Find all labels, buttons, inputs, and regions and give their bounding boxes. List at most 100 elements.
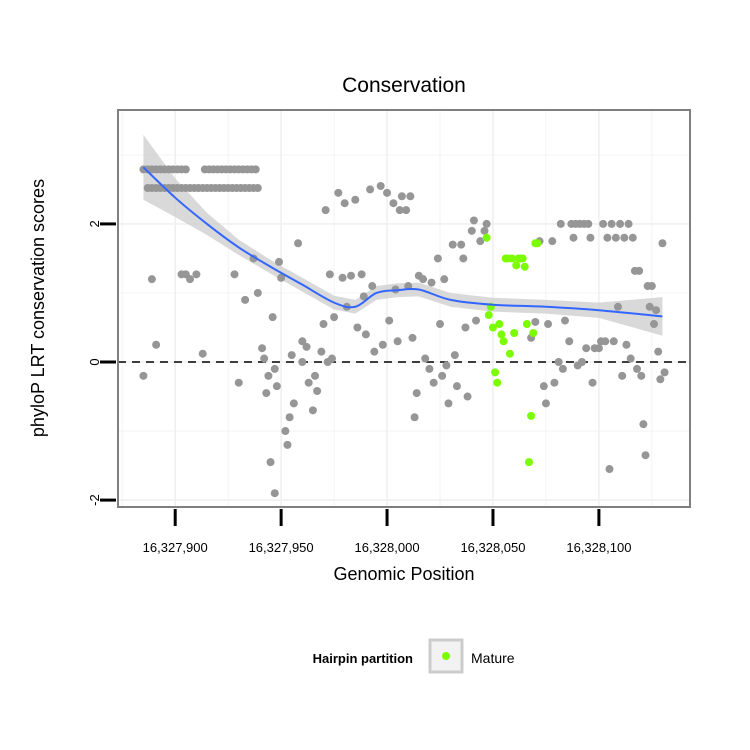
- data-point: [647, 282, 656, 291]
- data-point: [321, 206, 330, 215]
- data-point-mature: [491, 368, 500, 377]
- data-point: [582, 344, 591, 353]
- data-point-mature: [512, 261, 521, 270]
- data-point-mature: [522, 320, 531, 329]
- data-point-mature: [495, 320, 504, 329]
- data-point-mature: [518, 254, 527, 263]
- data-point: [264, 371, 273, 380]
- data-point: [461, 323, 470, 332]
- data-point: [429, 378, 438, 387]
- data-point: [459, 254, 468, 263]
- data-point: [601, 337, 610, 346]
- data-point: [139, 371, 148, 380]
- data-point: [272, 382, 281, 391]
- y-tick-label: 0: [87, 358, 102, 365]
- data-point: [594, 344, 603, 353]
- x-tick-label: 16,327,900: [143, 540, 208, 555]
- data-point: [313, 387, 322, 396]
- x-tick-label: 16,328,100: [566, 540, 631, 555]
- data-point: [370, 347, 379, 356]
- data-point: [649, 320, 658, 329]
- data-point: [408, 333, 417, 342]
- data-point: [469, 216, 478, 225]
- data-point: [654, 347, 663, 356]
- panel-border: [117, 109, 691, 508]
- data-point: [393, 337, 402, 346]
- smooth-line: [142, 166, 663, 318]
- data-point: [351, 195, 360, 204]
- data-point-mature: [484, 311, 493, 320]
- data-point: [618, 371, 627, 380]
- smooth-confidence-band: [143, 134, 663, 336]
- data-point: [450, 351, 459, 360]
- x-axis-label: Genomic Position: [333, 564, 474, 584]
- data-point: [347, 271, 356, 280]
- data-point: [294, 239, 303, 248]
- data-point: [558, 364, 567, 373]
- data-point: [260, 354, 269, 363]
- data-point: [421, 354, 430, 363]
- data-point: [448, 240, 457, 249]
- data-point: [198, 349, 207, 358]
- data-point: [626, 354, 635, 363]
- data-point: [457, 240, 466, 249]
- data-point: [241, 295, 250, 304]
- data-point: [281, 427, 290, 436]
- legend: Hairpin partition Mature: [313, 638, 515, 674]
- data-point: [584, 219, 593, 228]
- data-point: [397, 192, 406, 201]
- data-point: [635, 266, 644, 275]
- data-point: [622, 340, 631, 349]
- data-point-mature: [488, 323, 497, 332]
- data-point: [383, 188, 392, 197]
- data-point: [556, 219, 565, 228]
- y-axis-label: phyloP LRT conservation scores: [28, 179, 48, 437]
- data-point: [395, 206, 404, 215]
- data-point-mature: [499, 337, 508, 346]
- data-point: [275, 257, 284, 266]
- data-point: [531, 317, 540, 326]
- data-point: [353, 323, 362, 332]
- data-point-mature: [508, 254, 517, 263]
- data-point: [325, 270, 334, 279]
- data-point-mature: [505, 349, 514, 358]
- data-point-mature: [493, 378, 502, 387]
- data-point: [550, 378, 559, 387]
- data-point: [402, 206, 411, 215]
- data-point: [616, 219, 625, 228]
- data-point: [406, 192, 415, 201]
- data-point: [389, 199, 398, 208]
- data-point: [628, 233, 637, 242]
- data-point: [603, 233, 612, 242]
- data-point: [656, 375, 665, 384]
- data-point: [410, 413, 419, 422]
- data-point: [633, 364, 642, 373]
- data-point: [357, 270, 366, 279]
- data-point: [611, 233, 620, 242]
- data-point: [480, 226, 489, 235]
- chart-title: Conservation: [342, 74, 466, 97]
- data-point: [330, 313, 339, 322]
- data-point: [308, 406, 317, 415]
- axis-ticks: 16,327,900 16,327,950 16,328,000 16,328,050…: [87, 220, 631, 555]
- data-point: [607, 219, 616, 228]
- data-point: [181, 165, 190, 174]
- data-point: [436, 320, 445, 329]
- data-point: [289, 399, 298, 408]
- data-point: [361, 330, 370, 339]
- data-point-mature: [524, 458, 533, 467]
- data-point: [262, 389, 271, 398]
- data-point: [258, 344, 267, 353]
- data-point: [304, 378, 313, 387]
- data-point: [539, 382, 548, 391]
- data-point: [287, 351, 296, 360]
- data-point: [452, 382, 461, 391]
- data-point: [624, 219, 633, 228]
- data-point: [147, 275, 156, 284]
- data-point-mature: [510, 329, 519, 338]
- data-point: [427, 278, 436, 287]
- confidence-ribbon: [143, 134, 663, 336]
- data-point-mature: [520, 262, 529, 271]
- data-point: [569, 233, 578, 242]
